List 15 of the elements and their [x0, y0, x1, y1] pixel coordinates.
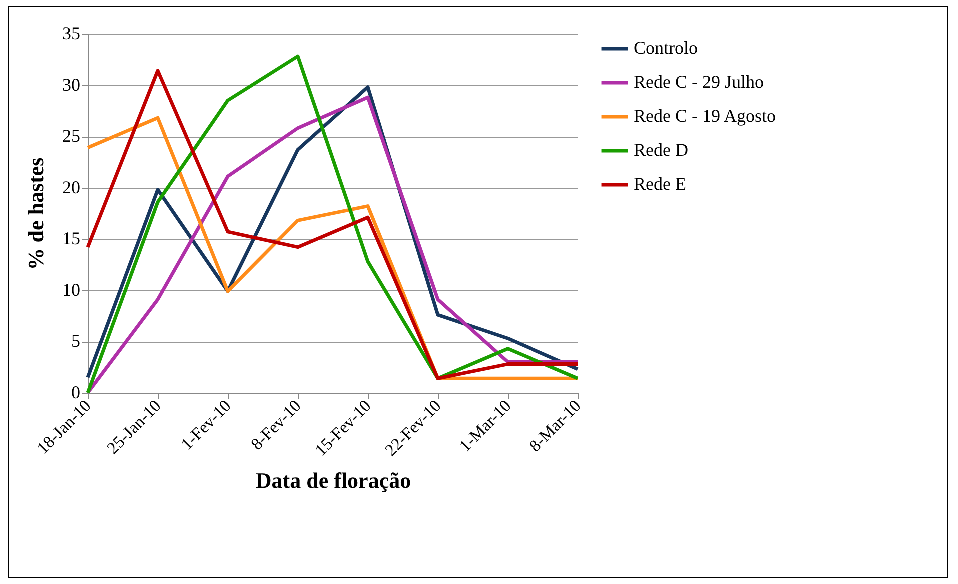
x-axis-title: Data de floração — [256, 468, 412, 494]
y-tick-label: 15 — [62, 228, 80, 249]
y-axis-title: % de hastes — [24, 157, 48, 270]
legend-label: Rede E — [634, 174, 686, 194]
legend-label: Rede D — [634, 140, 688, 160]
legend-label: Rede C - 29 Julho — [634, 72, 764, 92]
y-tick-label: 5 — [72, 331, 80, 352]
y-tick-label: 20 — [62, 177, 80, 198]
legend-label: Controlo — [634, 38, 698, 58]
y-tick-label: 25 — [62, 126, 80, 146]
y-tick-label: 10 — [62, 280, 80, 300]
y-tick-label: 30 — [62, 74, 80, 95]
y-tick-label: 35 — [62, 24, 80, 44]
y-tick-label: 0 — [72, 382, 80, 402]
legend-label: Rede C - 19 Agosto — [634, 106, 776, 126]
